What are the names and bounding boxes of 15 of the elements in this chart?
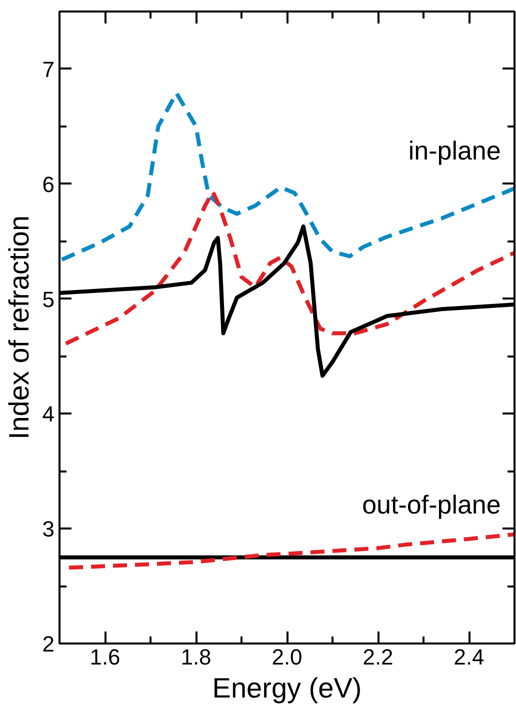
y-axis-title: Index of refraction — [3, 215, 34, 440]
x-tick-label: 2.4 — [454, 644, 484, 670]
x-axis-title: Energy (eV) — [212, 672, 362, 704]
y-tick-label: 6 — [42, 172, 55, 197]
x-tick-label: 1.6 — [90, 644, 120, 670]
x-tick-label: 2.0 — [272, 644, 302, 670]
y-tick-label: 3 — [42, 516, 55, 542]
y-tick-label: 7 — [42, 56, 55, 82]
x-tick-label: 1.8 — [180, 644, 212, 670]
y-tick-label: 5 — [42, 286, 55, 312]
annotation: in-plane — [408, 136, 501, 166]
annotation: out-of-plane — [362, 489, 501, 520]
y-tick-label: 2 — [42, 632, 55, 656]
x-tick-label: 2.2 — [362, 644, 394, 670]
y-tick-label: 4 — [42, 402, 55, 427]
